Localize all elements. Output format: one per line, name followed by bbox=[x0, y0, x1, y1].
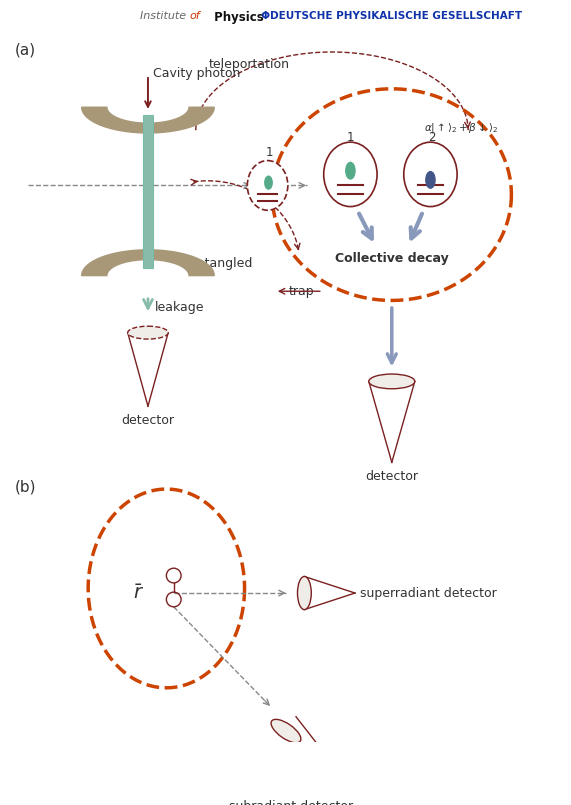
Text: leakage: leakage bbox=[155, 301, 205, 314]
Polygon shape bbox=[82, 250, 214, 275]
Ellipse shape bbox=[369, 374, 415, 389]
Text: entangled: entangled bbox=[190, 257, 253, 270]
Text: trap: trap bbox=[289, 285, 315, 298]
Ellipse shape bbox=[404, 142, 457, 207]
Text: ΦDEUTSCHE PHYSIKALISCHE GESELLSCHAFT: ΦDEUTSCHE PHYSIKALISCHE GESELLSCHAFT bbox=[254, 10, 522, 21]
Polygon shape bbox=[82, 107, 214, 133]
Text: of: of bbox=[190, 10, 200, 21]
Text: detector: detector bbox=[365, 470, 419, 483]
Ellipse shape bbox=[426, 171, 435, 188]
Ellipse shape bbox=[346, 163, 355, 179]
Ellipse shape bbox=[324, 142, 377, 207]
Text: $\bar{r}$: $\bar{r}$ bbox=[133, 584, 144, 602]
Text: detector: detector bbox=[122, 414, 175, 427]
Text: superradiant detector: superradiant detector bbox=[360, 587, 496, 600]
Bar bbox=[143, 114, 152, 268]
Text: (b): (b) bbox=[14, 480, 36, 495]
Ellipse shape bbox=[271, 720, 301, 743]
Text: (a): (a) bbox=[14, 43, 35, 58]
Text: Collective decay: Collective decay bbox=[335, 252, 449, 265]
Ellipse shape bbox=[128, 326, 168, 339]
Text: Physics: Physics bbox=[210, 10, 263, 23]
Text: Institute: Institute bbox=[140, 10, 190, 21]
Ellipse shape bbox=[297, 576, 311, 609]
Ellipse shape bbox=[247, 160, 288, 210]
Text: Cavity photon: Cavity photon bbox=[152, 67, 240, 80]
Text: 2: 2 bbox=[428, 131, 436, 144]
Text: 1: 1 bbox=[266, 146, 273, 159]
Text: 1: 1 bbox=[347, 131, 354, 144]
Text: teleportation: teleportation bbox=[208, 59, 289, 72]
Text: subradiant detector: subradiant detector bbox=[228, 800, 353, 805]
Text: $\alpha|\uparrow\rangle_2 + \beta\downarrow\rangle_2$: $\alpha|\uparrow\rangle_2 + \beta\downar… bbox=[424, 121, 498, 135]
Ellipse shape bbox=[265, 176, 272, 189]
